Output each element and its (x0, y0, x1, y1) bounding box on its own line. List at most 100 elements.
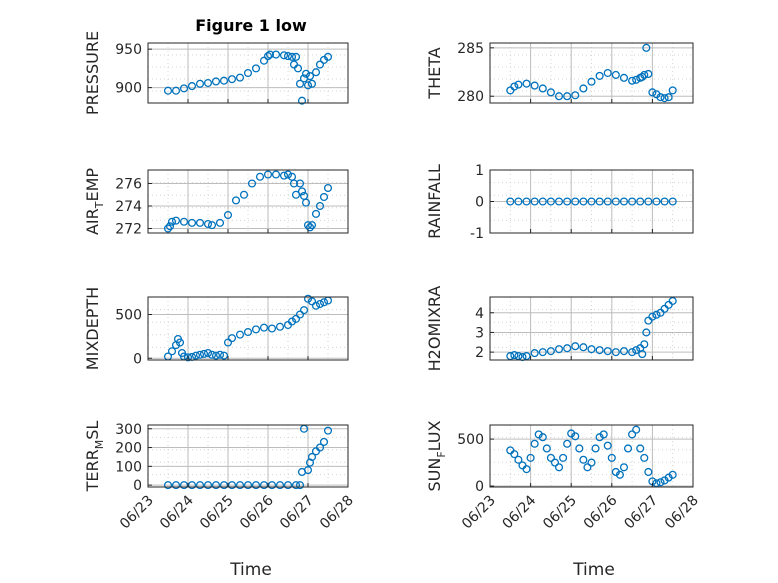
data-point (575, 444, 584, 453)
data-point (279, 171, 289, 180)
data-point (550, 458, 560, 467)
x-tick-label: 06/24 (500, 492, 540, 532)
data-point (607, 453, 616, 462)
data-point (638, 350, 647, 359)
data-point (636, 444, 645, 453)
y-axis-label: MIXDEPTH (83, 287, 102, 370)
y-tick-label: 0 (133, 478, 142, 494)
y-tick-label: 3 (475, 325, 484, 341)
data-point (299, 306, 309, 315)
data-point (644, 316, 653, 325)
data-point (183, 353, 193, 362)
data-point (591, 444, 600, 453)
data-point (295, 179, 305, 188)
axes-box (147, 424, 349, 488)
data-point (175, 338, 185, 347)
data-point (219, 76, 229, 85)
axes-box (147, 296, 349, 361)
data-point (171, 481, 181, 490)
data-point (640, 453, 649, 462)
data-point (323, 183, 333, 193)
y-tick-label: 1 (475, 163, 484, 179)
data-point (295, 481, 305, 490)
data-point (287, 52, 297, 61)
data-point (215, 218, 225, 227)
data-point (311, 301, 321, 310)
y-tick-label: -1 (470, 226, 484, 242)
y-axis-label: SUNFLUX (425, 420, 448, 491)
data-point (554, 92, 564, 101)
data-point (235, 330, 245, 339)
data-point (530, 349, 539, 358)
data-point (554, 197, 564, 206)
y-tick-label: 280 (457, 89, 484, 105)
data-point (293, 64, 303, 73)
data-point (615, 470, 624, 479)
data-point (660, 94, 669, 103)
data-point (514, 352, 523, 361)
data-point (579, 455, 588, 464)
data-point (167, 217, 177, 226)
subplot-6: 2 3 4 H2OMIXRA (425, 286, 694, 371)
y-axis-label: AIRTEMP (83, 168, 106, 235)
data-point (279, 51, 289, 60)
data-point (579, 197, 588, 206)
data-point (668, 296, 677, 305)
data-point (514, 197, 523, 206)
data-point (628, 197, 637, 206)
data-point (636, 197, 645, 206)
x-tick-label: 06/25 (197, 493, 237, 533)
y-tick-label: 950 (115, 42, 142, 58)
data-point (303, 81, 313, 90)
x-tick-label: 06/23 (117, 493, 157, 533)
data-point (259, 56, 269, 65)
data-point (642, 328, 651, 337)
y-axis-label: PRESSURE (83, 31, 102, 115)
data-point (305, 72, 315, 81)
data-point (171, 86, 181, 95)
data-point (243, 327, 253, 337)
data-point (506, 352, 515, 361)
data-point (167, 347, 177, 356)
data-point (506, 197, 515, 206)
data-point (611, 348, 620, 357)
data-point (195, 481, 205, 490)
data-point (518, 461, 527, 470)
data-point (599, 430, 608, 439)
data-point (251, 325, 261, 334)
y-tick-label: 200 (115, 441, 142, 457)
data-point (668, 86, 677, 95)
data-point (315, 443, 325, 452)
data-point (538, 433, 547, 442)
x-tick-label: 06/26 (237, 492, 277, 532)
data-point (640, 70, 649, 79)
x-tick-label: 06/28 (317, 493, 357, 533)
data-point (223, 210, 233, 220)
data-point (514, 80, 523, 89)
data-point (203, 219, 213, 229)
data-point (632, 425, 641, 434)
data-point (227, 481, 237, 490)
data-point (319, 437, 329, 446)
data-point (195, 79, 205, 88)
data-point (297, 96, 307, 105)
data-point (628, 76, 637, 85)
y-tick-label: 900 (115, 81, 142, 97)
data-point (583, 463, 592, 472)
data-point (187, 82, 197, 91)
data-point (291, 52, 301, 61)
data-point (275, 322, 285, 331)
data-point (587, 458, 596, 467)
data-point (263, 52, 273, 61)
data-point (619, 73, 629, 82)
subplot-5: 0 500 MIXDEPTH (83, 287, 349, 370)
data-point (291, 190, 301, 199)
data-point (642, 43, 651, 52)
data-point (554, 345, 564, 354)
subplot-2: 280 285 THETA (425, 41, 694, 105)
figure-title: Figure 1 low (195, 16, 307, 35)
data-point (179, 481, 189, 490)
axes-box (489, 42, 694, 104)
data-point (595, 71, 604, 80)
data-point (611, 197, 620, 206)
